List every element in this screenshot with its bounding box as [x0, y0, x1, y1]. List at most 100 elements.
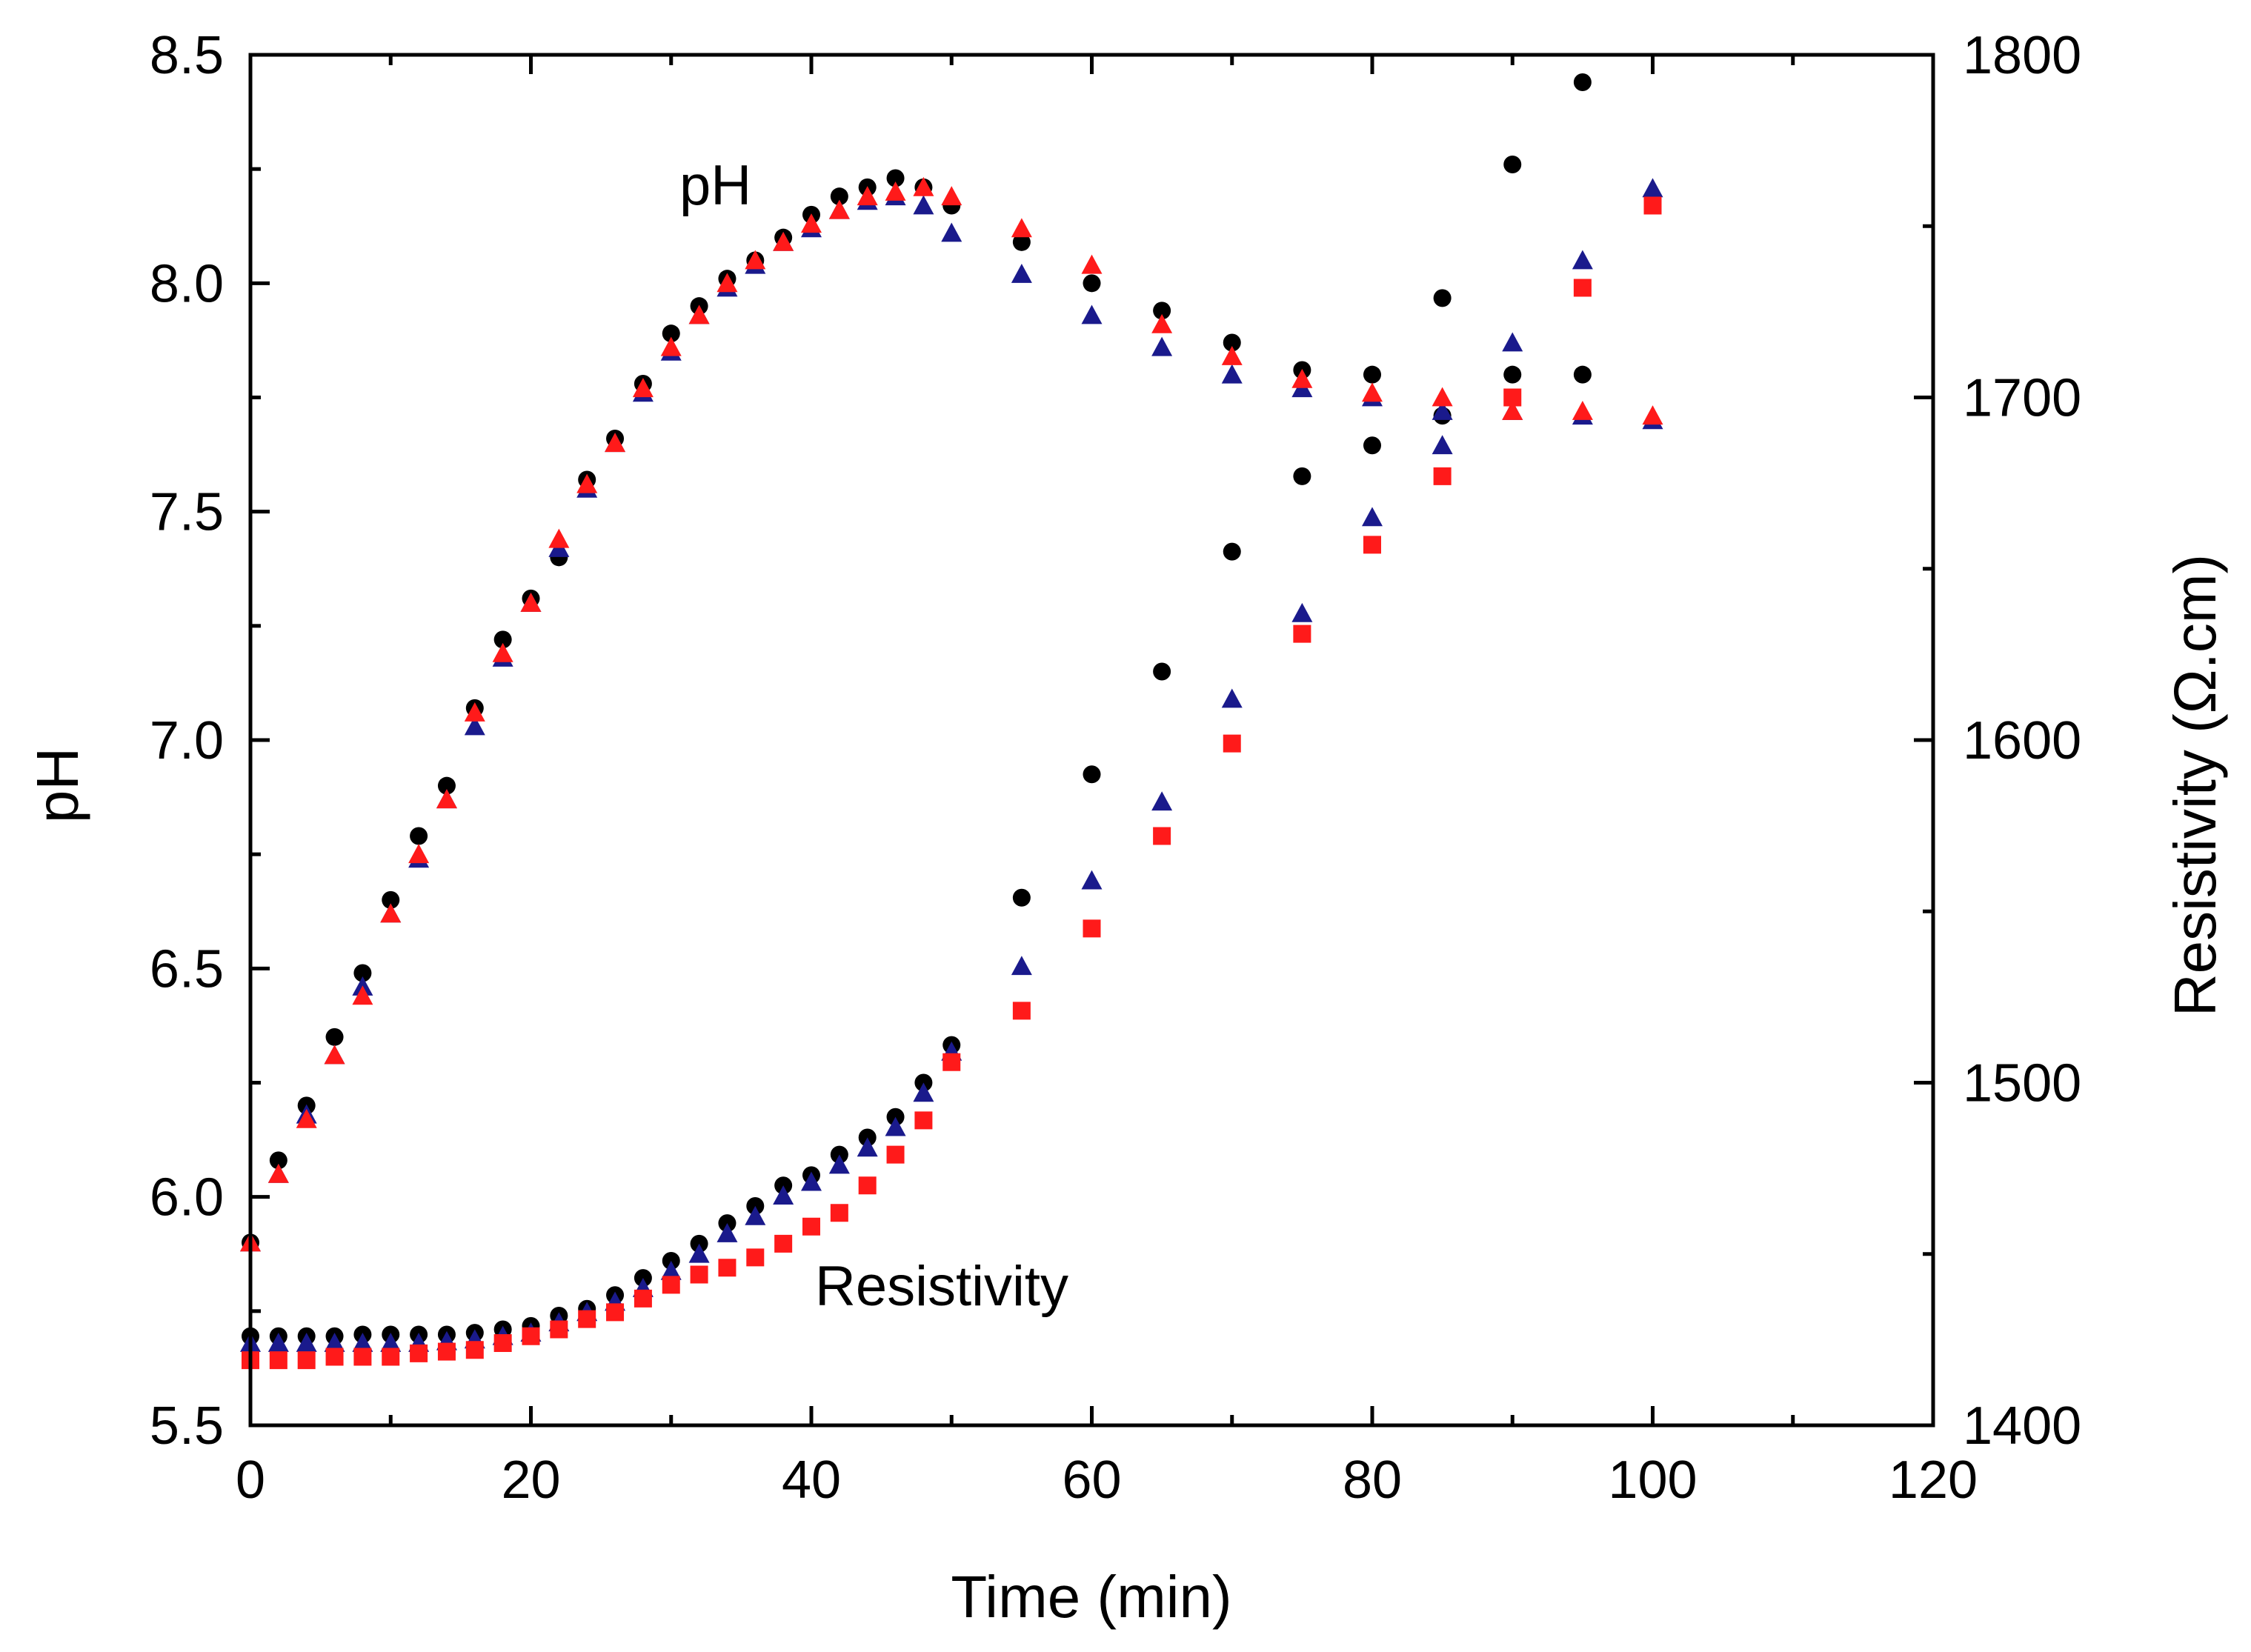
data-point	[885, 181, 906, 201]
data-point	[436, 789, 457, 809]
data-point	[773, 231, 794, 251]
y-left-tick-label: 8.5	[150, 26, 224, 85]
data-point	[352, 1333, 373, 1352]
data-point	[1433, 289, 1452, 307]
data-point	[1573, 365, 1592, 384]
data-point	[325, 1348, 344, 1366]
y-left-tick-label: 8.0	[150, 254, 224, 313]
data-point	[296, 1108, 317, 1128]
data-point	[1083, 274, 1101, 293]
data-point	[1502, 401, 1523, 420]
data-point	[1432, 387, 1453, 407]
data-point	[914, 1111, 933, 1130]
data-point	[828, 199, 850, 219]
data-point	[1081, 254, 1103, 274]
data-point	[550, 1320, 568, 1339]
y-left-tick-label: 6.5	[150, 939, 224, 999]
data-point	[576, 473, 598, 493]
data-point	[325, 1027, 344, 1046]
data-point	[380, 1333, 402, 1352]
x-axis-title: Time (min)	[951, 1564, 1231, 1630]
data-point	[1362, 507, 1383, 527]
y-left-tick-label: 7.0	[150, 711, 224, 770]
data-point	[634, 1289, 652, 1308]
data-point	[1642, 405, 1663, 425]
y-left-tick-label: 7.5	[150, 483, 224, 542]
data-point	[324, 1333, 345, 1352]
data-point	[1363, 436, 1381, 455]
data-point	[605, 433, 626, 453]
data-point	[773, 1185, 794, 1205]
data-point	[493, 1334, 512, 1352]
y-left-tick-label: 6.0	[150, 1168, 224, 1228]
data-point	[1363, 536, 1381, 554]
data-point	[660, 1260, 682, 1280]
axis-ticks: 0 20 40 60 80 100 120 5.5 6.0 6.5 7.0 7.5 8.0 8.5 1400…	[150, 26, 2081, 1510]
data-point	[269, 1151, 287, 1170]
data-point	[465, 1341, 484, 1359]
data-point	[437, 1342, 456, 1361]
data-point	[464, 702, 485, 722]
data-point	[1572, 250, 1593, 270]
data-point	[1503, 156, 1522, 173]
data-point	[1221, 346, 1243, 365]
data-point	[1151, 336, 1173, 356]
data-point	[886, 1145, 905, 1164]
data-point	[548, 528, 570, 548]
data-point	[1083, 919, 1101, 938]
x-tick-label: 20	[501, 1451, 560, 1510]
data-point	[269, 1351, 287, 1370]
data-point	[1223, 542, 1241, 561]
data-point	[606, 1303, 625, 1322]
data-point	[1291, 368, 1313, 388]
data-point	[688, 304, 710, 324]
data-point	[662, 1276, 680, 1294]
data-point	[1293, 467, 1311, 485]
data-point	[492, 642, 513, 662]
data-point	[1573, 279, 1592, 297]
data-point	[1503, 388, 1522, 407]
data-point	[941, 222, 962, 242]
data-point	[267, 1333, 289, 1352]
data-point	[718, 1259, 737, 1277]
data-point	[1642, 178, 1663, 198]
data-point	[802, 1217, 820, 1236]
data-point	[382, 890, 400, 909]
data-point	[1012, 233, 1031, 251]
data-point	[1011, 956, 1032, 976]
x-tick-label: 120	[1889, 1451, 1978, 1510]
data-point	[1363, 365, 1381, 384]
data-point	[828, 1154, 850, 1174]
data-point	[1012, 1002, 1031, 1020]
data-point	[885, 1116, 906, 1136]
x-tick-label: 80	[1343, 1451, 1402, 1510]
data-point	[1503, 365, 1522, 384]
data-point	[352, 985, 373, 1005]
data-point	[493, 630, 512, 649]
y-axis-title-right: Resistivity (Ω.cm)	[2162, 554, 2228, 1016]
data-point	[1011, 218, 1032, 238]
y-right-tick-label: 1700	[1963, 369, 2081, 428]
data-point	[297, 1351, 316, 1370]
y-right-tick-label: 1400	[1963, 1396, 2081, 1456]
data-point	[660, 336, 682, 356]
data-point	[913, 1082, 934, 1102]
y-axis-title-left: pH	[24, 747, 90, 823]
data-point	[941, 186, 962, 206]
data-point	[1572, 401, 1593, 420]
data-point	[801, 213, 822, 233]
y-right-tick-label: 1600	[1963, 711, 2081, 770]
data-point	[886, 169, 905, 187]
data-point	[353, 964, 372, 982]
data-point	[1293, 625, 1311, 643]
data-point	[688, 1243, 710, 1263]
data-point	[1223, 333, 1241, 352]
data-point	[1223, 734, 1241, 753]
data-point	[1432, 435, 1453, 455]
y-right-tick-label: 1500	[1963, 1054, 2081, 1113]
data-point	[774, 1234, 793, 1253]
data-point	[1151, 313, 1173, 333]
data-point	[324, 1045, 345, 1065]
data-point	[380, 903, 402, 923]
